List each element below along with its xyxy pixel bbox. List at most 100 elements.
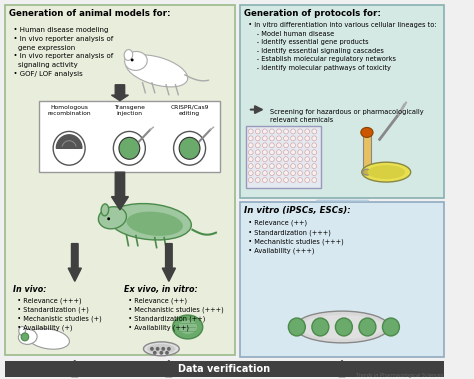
Bar bbox=[240, 202, 444, 357]
Circle shape bbox=[248, 164, 253, 169]
Text: Ex vivo, in vitro:: Ex vivo, in vitro: bbox=[124, 285, 198, 294]
Ellipse shape bbox=[363, 169, 371, 175]
Circle shape bbox=[255, 178, 260, 183]
Circle shape bbox=[153, 351, 156, 355]
Circle shape bbox=[305, 143, 310, 148]
Circle shape bbox=[255, 143, 260, 148]
Circle shape bbox=[255, 136, 260, 141]
Bar bbox=[246, 127, 321, 188]
Circle shape bbox=[312, 129, 317, 134]
Circle shape bbox=[277, 136, 281, 141]
Circle shape bbox=[173, 132, 206, 165]
Text: Screening for hazardous or pharmacologically
relevant chemicals: Screening for hazardous or pharmacologic… bbox=[271, 109, 424, 122]
Ellipse shape bbox=[367, 165, 405, 179]
Circle shape bbox=[277, 164, 281, 169]
Circle shape bbox=[283, 164, 288, 169]
Polygon shape bbox=[162, 361, 175, 377]
Circle shape bbox=[312, 157, 317, 162]
Circle shape bbox=[298, 164, 302, 169]
Circle shape bbox=[298, 136, 302, 141]
Text: • Relevance (++)
  • Mechanistic studies (+++)
  • Standardization (++)
  • Avai: • Relevance (++) • Mechanistic studies (… bbox=[124, 297, 223, 331]
Circle shape bbox=[291, 178, 295, 183]
Text: In vitro (iPSCs, ESCs):: In vitro (iPSCs, ESCs): bbox=[244, 206, 351, 215]
Ellipse shape bbox=[147, 344, 175, 354]
Circle shape bbox=[131, 58, 134, 61]
Text: • Relevance (++)
  • Standardization (+++)
  • Mechanistic studies (+++)
  • Ava: • Relevance (++) • Standardization (+++)… bbox=[244, 220, 344, 254]
Circle shape bbox=[263, 171, 267, 175]
Circle shape bbox=[298, 178, 302, 183]
Circle shape bbox=[161, 347, 165, 351]
Ellipse shape bbox=[295, 311, 389, 343]
Circle shape bbox=[248, 143, 253, 148]
Circle shape bbox=[277, 143, 281, 148]
Text: • Human disease modeling
  • In vivo reporter analysis of
    gene expression
  : • Human disease modeling • In vivo repor… bbox=[9, 27, 113, 77]
Ellipse shape bbox=[18, 329, 37, 345]
Circle shape bbox=[383, 318, 400, 336]
Circle shape bbox=[312, 164, 317, 169]
Circle shape bbox=[312, 143, 317, 148]
Circle shape bbox=[359, 318, 376, 336]
Polygon shape bbox=[111, 85, 128, 101]
Text: In vivo:: In vivo: bbox=[13, 285, 46, 294]
Circle shape bbox=[305, 157, 310, 162]
Circle shape bbox=[179, 137, 200, 159]
Polygon shape bbox=[68, 244, 82, 281]
Bar bbox=[5, 361, 444, 377]
Circle shape bbox=[270, 164, 274, 169]
Circle shape bbox=[305, 178, 310, 183]
Circle shape bbox=[305, 171, 310, 175]
Circle shape bbox=[107, 217, 110, 220]
Circle shape bbox=[167, 347, 171, 351]
Text: Generation of protocols for:: Generation of protocols for: bbox=[244, 9, 381, 18]
Circle shape bbox=[263, 150, 267, 155]
Circle shape bbox=[159, 351, 163, 355]
Text: Data verification: Data verification bbox=[178, 364, 271, 374]
Circle shape bbox=[255, 129, 260, 134]
Bar bbox=[240, 5, 444, 198]
Circle shape bbox=[298, 150, 302, 155]
Circle shape bbox=[291, 143, 295, 148]
Circle shape bbox=[155, 347, 159, 351]
Circle shape bbox=[255, 171, 260, 175]
Circle shape bbox=[312, 136, 317, 141]
Circle shape bbox=[263, 178, 267, 183]
Ellipse shape bbox=[101, 204, 109, 216]
Circle shape bbox=[283, 178, 288, 183]
Circle shape bbox=[305, 129, 310, 134]
Ellipse shape bbox=[144, 342, 179, 356]
Polygon shape bbox=[68, 361, 82, 377]
Circle shape bbox=[270, 150, 274, 155]
Circle shape bbox=[305, 164, 310, 169]
Ellipse shape bbox=[361, 127, 373, 137]
Circle shape bbox=[248, 136, 253, 141]
Ellipse shape bbox=[178, 320, 197, 334]
Ellipse shape bbox=[127, 211, 183, 236]
Circle shape bbox=[283, 143, 288, 148]
Polygon shape bbox=[336, 361, 348, 377]
Circle shape bbox=[336, 318, 352, 336]
Circle shape bbox=[165, 351, 169, 355]
Circle shape bbox=[291, 136, 295, 141]
Circle shape bbox=[283, 136, 288, 141]
Ellipse shape bbox=[126, 55, 188, 87]
Circle shape bbox=[248, 129, 253, 134]
Circle shape bbox=[298, 157, 302, 162]
Circle shape bbox=[291, 164, 295, 169]
Circle shape bbox=[277, 171, 281, 175]
Text: CRISPR/Cas9
editing: CRISPR/Cas9 editing bbox=[170, 105, 209, 116]
Circle shape bbox=[248, 150, 253, 155]
Circle shape bbox=[291, 150, 295, 155]
Circle shape bbox=[277, 178, 281, 183]
Circle shape bbox=[248, 171, 253, 175]
Circle shape bbox=[291, 171, 295, 175]
Circle shape bbox=[263, 143, 267, 148]
Circle shape bbox=[248, 178, 253, 183]
Ellipse shape bbox=[362, 162, 410, 182]
Circle shape bbox=[312, 150, 317, 155]
Circle shape bbox=[288, 318, 305, 336]
Circle shape bbox=[255, 164, 260, 169]
Circle shape bbox=[150, 347, 154, 351]
Text: Transgene
injection: Transgene injection bbox=[114, 105, 145, 116]
Ellipse shape bbox=[125, 52, 147, 70]
Ellipse shape bbox=[27, 329, 69, 349]
